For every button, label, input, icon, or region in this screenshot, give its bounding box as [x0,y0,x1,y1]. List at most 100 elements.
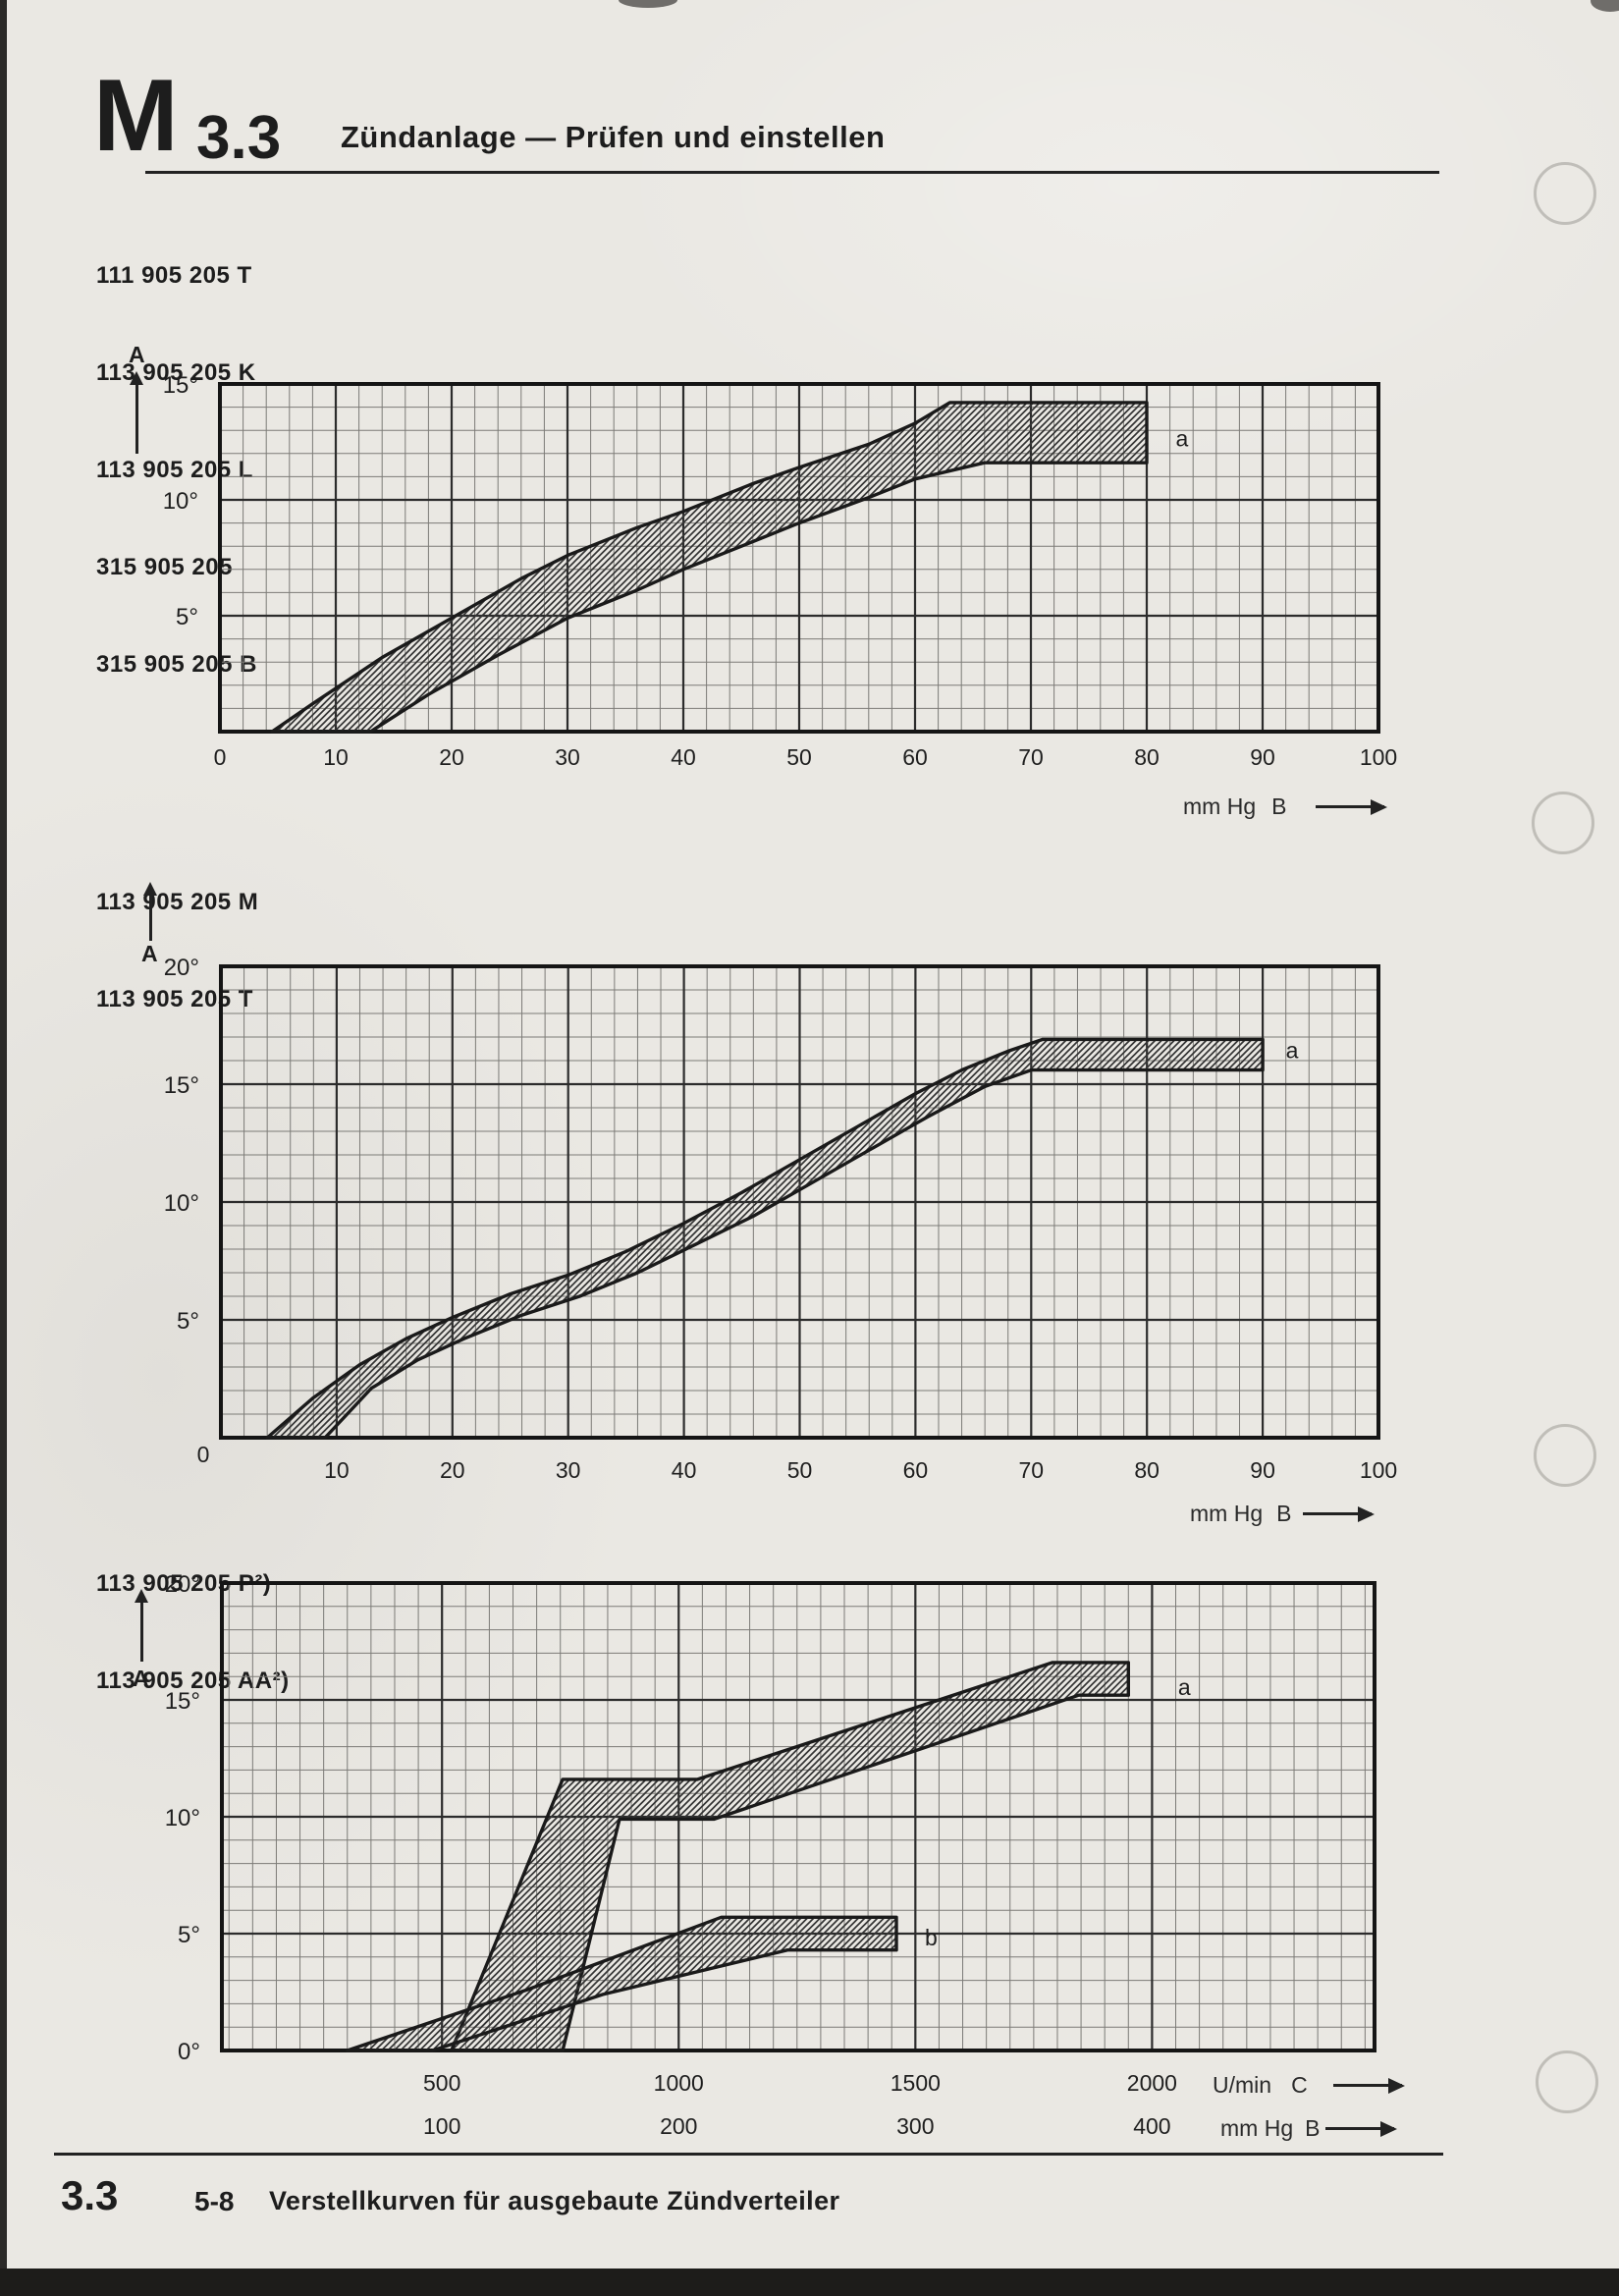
x-tick-label: 30 [555,744,580,770]
x-tick-label: 80 [1134,1457,1160,1483]
axis-a-up-arrow-icon [135,1589,148,1603]
part-number: 113 905 205 K [96,359,256,386]
chart3-x-unit-row-rpm: U/min C [1213,2072,1405,2099]
chart-1: a 15° 10° 5° 0 10 20 30 40 50 60 70 80 90 100 [163,372,1397,770]
y-tick-label: 15° [165,1688,200,1715]
x-letter: C [1291,2072,1308,2098]
curve-label-a: a [1178,1674,1191,1700]
x-tick-label: 80 [1134,744,1160,770]
axis-a-up-arrow-shaft [135,383,138,454]
axis-a-label: A [141,941,158,966]
axis-a-up-arrow-icon [143,882,157,896]
x-tick-label: 60 [902,744,928,770]
x-letter: B [1305,2115,1321,2141]
x-tick-label: 10 [324,1457,350,1483]
chart1-part-numbers: 111 905 205 T 113 905 205 K 113 905 205 … [96,194,257,745]
x-tick-label: 20 [440,1457,465,1483]
y-tick-label: 20° [164,955,199,981]
scan-smudge [1591,0,1619,12]
chart-2: a 20° 15° 10° 5° 0 10 20 30 40 50 60 70 80 90 100 [164,955,1397,1483]
footer-page-ref: 5-8 [194,2186,235,2216]
page-title: Zündanlage — Prüfen und einstellen [341,120,886,154]
x-tick-label: 40 [671,744,696,770]
curve-band-a [265,1037,1265,1440]
section-code-letter: M [93,59,179,173]
binder-hole-mark [1534,1424,1596,1487]
chart2-part-numbers: 113 905 205 M 113 905 205 T [96,821,258,1080]
chart-frame [218,382,1380,734]
x-tick-label: 50 [786,744,812,770]
scan-smudge [619,0,677,8]
x-tick-label: 2000 [1127,2070,1177,2096]
part-number: 315 905 205 [96,554,233,580]
x-tick-label: 20 [439,744,464,770]
header-rule [145,171,1439,174]
x-unit: mm Hg [1220,2115,1294,2141]
part-number: 113 905 205 M [96,889,259,915]
x-tick-label: 10 [323,744,349,770]
right-arrow-icon [1316,798,1388,815]
chart-3: a b 20° 15° 10° 5° 0° 500 1000 1500 2000 100 200 300 4… [165,1571,1376,2139]
y-tick-label: 10° [165,1805,200,1831]
axis-a-up-arrow-icon [130,371,143,385]
y-tick-label: 5° [176,604,198,630]
x-tick-label: 0 [197,1442,210,1467]
x-tick-label: 50 [787,1457,813,1483]
x-unit: mm Hg [1183,793,1257,819]
right-arrow-icon [1303,1505,1376,1522]
x-tick-label: 60 [903,1457,929,1483]
curve-label-a: a [1176,426,1189,452]
curve-band-a [270,401,1149,734]
x-tick-label: 70 [1019,1457,1045,1483]
x-tick-label: 40 [672,1457,697,1483]
scan-edge-left [0,0,7,2296]
right-arrow-icon [1325,2120,1398,2137]
y-tick-label: 0° [178,2039,200,2065]
x-tick-label: 100 [1360,744,1397,770]
x-tick-label: 30 [556,1457,581,1483]
y-tick-label: 5° [178,1922,200,1948]
x-tick-label: 300 [896,2113,934,2139]
chart2-x-unit-row: mm Hg B [1190,1501,1376,1527]
part-number: 315 905 205 B [96,651,257,678]
right-arrow-icon [1332,2077,1405,2094]
section-code-number: 3.3 [196,104,282,172]
x-tick-label: 100 [423,2113,460,2139]
x-tick-label: 90 [1250,744,1275,770]
part-number: 113 905 205 T [96,986,253,1012]
axis-a-label: A [133,1666,149,1691]
x-tick-label: 100 [1360,1457,1397,1483]
x-tick-label: 200 [660,2113,697,2139]
axis-a-up-arrow-shaft [140,1601,143,1662]
footer-rule [54,2153,1443,2156]
y-tick-label: 10° [164,1190,199,1217]
scan-edge-bottom [0,2269,1619,2296]
x-tick-label: 90 [1250,1457,1275,1483]
part-number: 113 905 205 L [96,457,253,483]
x-letter: B [1271,793,1287,819]
curve-label-a: a [1286,1038,1299,1064]
y-tick-label: 5° [177,1308,199,1335]
part-number: 111 905 205 T [96,262,252,289]
x-unit: mm Hg [1190,1501,1264,1526]
x-tick-label: 70 [1018,744,1044,770]
part-number: 113 905 205 AA²) [96,1667,290,1694]
chart1-x-unit-row: mm Hg B [1183,793,1388,820]
axis-a-label: A [129,342,145,367]
x-letter: B [1276,1501,1292,1526]
footer-caption: Verstellkurven für ausgebaute Zündvertei… [269,2186,840,2215]
x-tick-label: 400 [1133,2113,1170,2139]
axis-a-up-arrow-shaft [149,894,152,941]
footer-section-number: 3.3 [61,2172,119,2218]
binder-hole-mark [1532,792,1594,854]
y-tick-label: 15° [164,1072,199,1099]
binder-hole-mark [1534,162,1596,225]
x-tick-label: 1000 [654,2070,704,2096]
curve-band-b [346,1915,898,2052]
x-tick-label: 1500 [890,2070,941,2096]
binder-hole-mark [1536,2050,1598,2113]
y-tick-label: 10° [163,488,198,515]
x-tick-label: 500 [423,2070,460,2096]
